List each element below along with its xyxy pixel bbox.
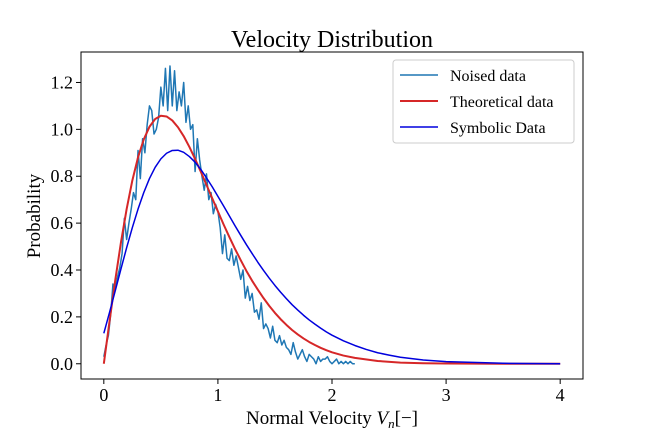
series-line-0 (103, 65, 355, 365)
legend-label-2: Symbolic Data (450, 120, 546, 137)
series-line-2 (103, 149, 561, 365)
x-tick-label: 4 (556, 385, 565, 405)
x-axis-label-unit: [−] (395, 408, 418, 429)
series-layer (102, 65, 561, 365)
legend-label-0: Noised data (450, 68, 526, 85)
y-tick-label: 0.8 (51, 166, 74, 186)
x-tick-label: 3 (442, 385, 451, 405)
y-tick-label: 0.0 (51, 354, 74, 374)
x-axis-label-subscript: n (388, 416, 395, 431)
x-tick-label: 2 (328, 385, 337, 405)
x-axis-label: Normal Velocity Vn[−] (246, 408, 418, 431)
series-line-1 (102, 114, 561, 365)
legend-box (392, 59, 575, 144)
x-axis-label-main: Normal Velocity (246, 408, 377, 429)
y-tick-label: 0.2 (51, 307, 74, 327)
x-tick-label: 1 (213, 385, 222, 405)
chart-title: Velocity Distribution (231, 27, 433, 53)
legend-entries: Noised data Theoretical data Symbolic Data (400, 68, 554, 137)
legend: Noised data Theoretical data Symbolic Data (392, 59, 575, 144)
y-axis-label: Probability (24, 173, 45, 258)
x-axis-ticks: 0 1 2 3 4 (99, 379, 565, 405)
x-tick-label: 0 (99, 385, 108, 405)
x-axis-label-variable: V (377, 408, 391, 429)
y-tick-label: 1.2 (51, 72, 74, 92)
y-axis-ticks: 0.0 0.2 0.4 0.6 0.8 1.0 1.2 (51, 72, 81, 374)
y-tick-label: 1.0 (51, 119, 74, 139)
legend-label-1: Theoretical data (450, 94, 554, 111)
y-tick-label: 0.6 (51, 213, 74, 233)
y-tick-label: 0.4 (51, 260, 74, 280)
